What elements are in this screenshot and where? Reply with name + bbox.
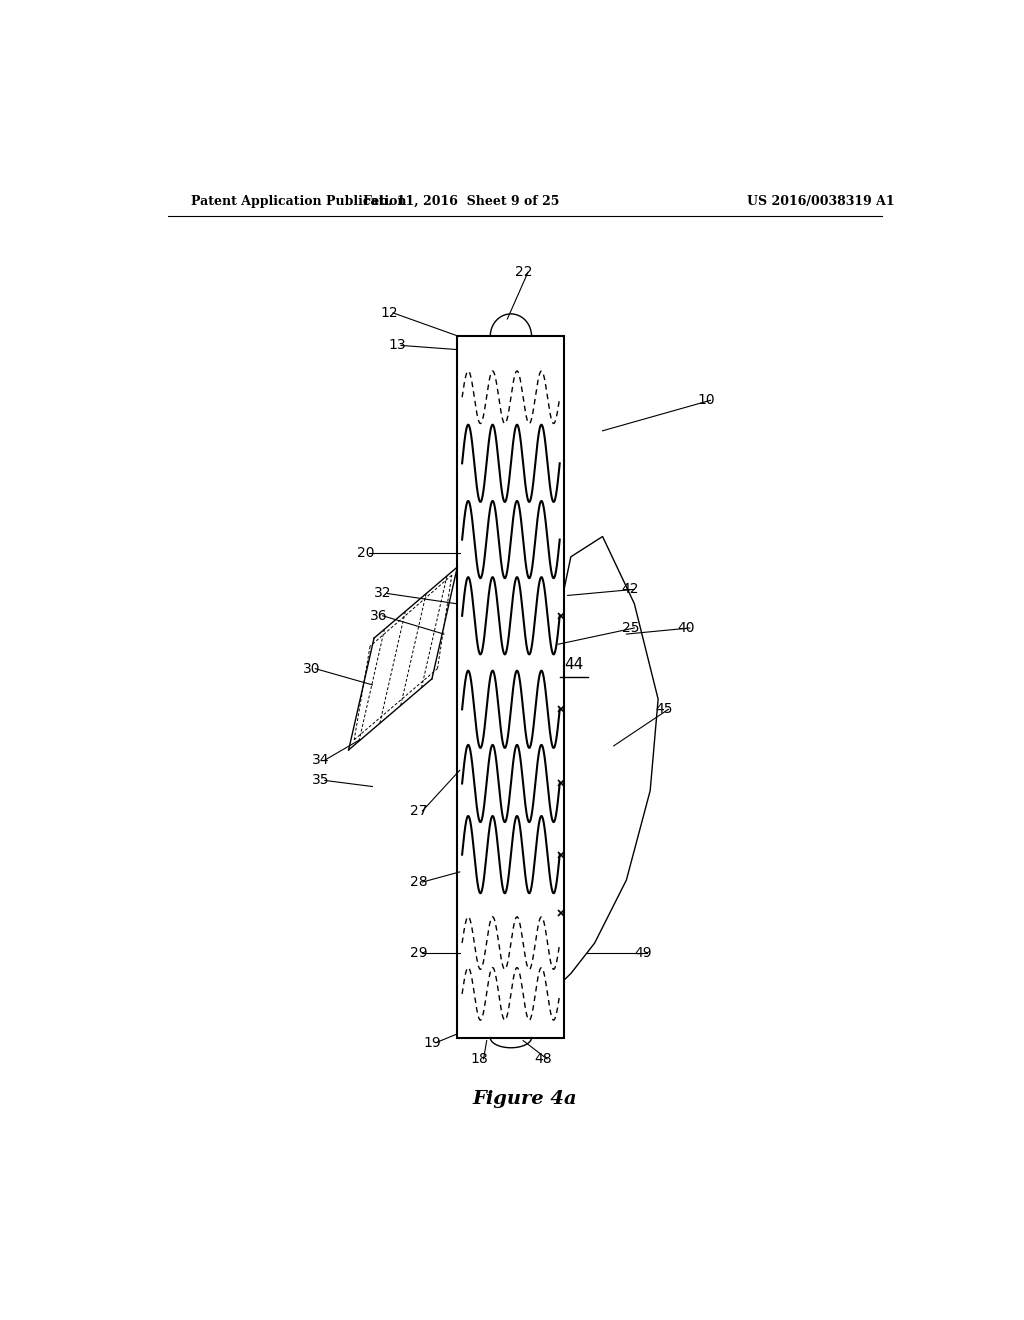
Text: 42: 42: [622, 582, 639, 597]
Text: 25: 25: [622, 620, 639, 635]
Text: 10: 10: [697, 393, 716, 408]
Text: 13: 13: [388, 338, 406, 352]
Text: 27: 27: [410, 804, 427, 818]
Text: 30: 30: [303, 661, 321, 676]
Bar: [458, 337, 564, 1038]
Text: Figure 4a: Figure 4a: [472, 1089, 578, 1107]
Text: 22: 22: [515, 265, 532, 280]
Text: 12: 12: [380, 306, 398, 319]
Text: 36: 36: [370, 609, 388, 623]
Text: 20: 20: [356, 545, 374, 560]
Text: Feb. 11, 2016  Sheet 9 of 25: Feb. 11, 2016 Sheet 9 of 25: [364, 194, 559, 207]
Text: 28: 28: [410, 875, 427, 890]
Text: 44: 44: [564, 657, 584, 672]
Text: 35: 35: [312, 774, 330, 788]
Text: 49: 49: [634, 946, 652, 960]
Text: 18: 18: [471, 1052, 488, 1067]
Text: 29: 29: [410, 946, 427, 960]
Text: 48: 48: [535, 1052, 552, 1067]
Text: 32: 32: [374, 586, 391, 601]
Text: 19: 19: [423, 1036, 441, 1049]
Text: 34: 34: [312, 754, 330, 767]
Text: US 2016/0038319 A1: US 2016/0038319 A1: [748, 194, 895, 207]
Text: 45: 45: [655, 702, 673, 717]
Text: Patent Application Publication: Patent Application Publication: [191, 194, 407, 207]
Text: 40: 40: [677, 620, 694, 635]
